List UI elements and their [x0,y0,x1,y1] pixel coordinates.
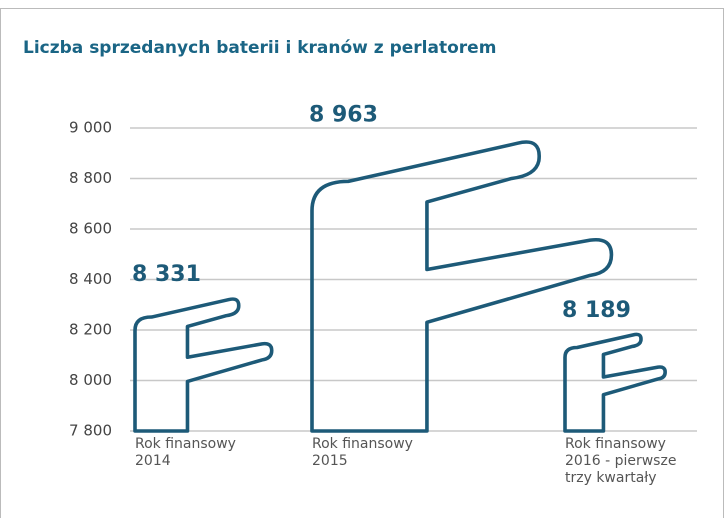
value-label: 8 189 [562,298,631,323]
y-tick-label: 7 800 [69,422,112,440]
faucet [565,334,665,431]
x-tick-label: Rok finansowy 2015 [312,436,424,470]
faucet [135,299,272,431]
y-tick-label: 8 000 [69,371,112,389]
x-tick-label: Rok finansowy 2014 [135,436,247,470]
y-tick-label: 8 800 [69,169,112,187]
y-tick-label: 8 600 [69,220,112,238]
value-label: 8 963 [309,102,378,127]
y-tick-label: 9 000 [69,119,112,137]
y-tick-label: 8 400 [69,270,112,288]
y-tick-label: 8 200 [69,321,112,339]
value-label: 8 331 [132,262,201,287]
chart-title: Liczba sprzedanych baterii i kranów z pe… [23,38,496,58]
page: Liczba sprzedanych baterii i kranów z pe… [0,0,726,518]
x-tick-label: Rok finansowy 2016 - pierwsze trzy kwart… [565,436,677,487]
